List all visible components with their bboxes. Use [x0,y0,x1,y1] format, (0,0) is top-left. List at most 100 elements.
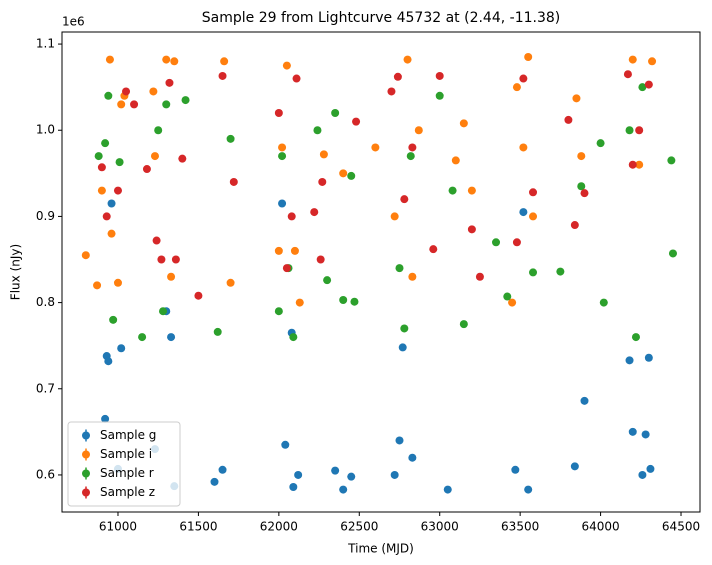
data-point [292,74,301,83]
data-point [316,255,325,264]
data-point [287,212,296,221]
data-point [641,430,650,439]
data-point [668,249,677,258]
data-point [274,307,283,316]
data-point [350,297,359,306]
data-point [352,117,361,126]
data-point [142,165,151,174]
data-point [400,324,409,333]
data-point [167,333,176,342]
data-point [596,139,605,148]
data-point [93,281,102,290]
data-point [159,307,168,316]
data-point [170,57,179,66]
data-point [408,143,417,152]
data-point [395,264,404,273]
data-point [318,177,327,186]
data-point [213,327,222,336]
data-point [171,255,180,264]
data-point [387,87,396,96]
data-point [625,126,634,135]
data-point [331,109,340,118]
data-point [644,80,653,89]
y-axis-label: Flux (nJy) [9,244,23,300]
data-point [181,96,190,105]
legend-marker [82,450,90,459]
data-point [210,477,219,486]
data-point [81,251,90,260]
legend-marker [82,431,90,440]
data-point [339,169,348,178]
data-point [194,291,203,300]
legend-label: Sample r [100,466,154,480]
data-point [646,464,655,473]
data-point [408,272,417,281]
x-tick-label: 62000 [260,520,298,534]
data-point [638,83,647,92]
data-point [282,61,291,70]
data-point [290,246,299,255]
data-point [178,154,187,163]
data-point [339,296,348,305]
data-point [113,278,122,287]
y-tick-label: 0.6 [36,467,55,481]
data-point [313,126,322,135]
data-point [289,333,298,342]
data-point [648,57,657,66]
data-point [218,465,227,474]
data-point [162,55,171,64]
data-point [519,143,528,152]
plot-frame [61,31,701,513]
data-point [371,143,380,152]
data-point [631,333,640,342]
data-point [117,100,126,109]
data-point [101,139,110,148]
data-point [157,255,166,264]
data-point [524,52,533,61]
data-point [122,87,131,96]
data-point [403,55,412,64]
data-point [512,238,521,247]
data-point [162,100,171,109]
data-point [105,55,114,64]
data-point [475,272,484,281]
x-tick-label: 64500 [662,520,700,534]
data-point [274,246,283,255]
y-tick-label: 0.7 [36,381,55,395]
data-point [644,353,653,362]
data-point [319,150,328,159]
chart-title: Sample 29 from Lightcurve 45732 at (2.44… [202,10,560,26]
data-point [107,199,116,208]
x-tick-label: 61500 [179,520,217,534]
data-point [393,72,402,81]
data-point [289,483,298,492]
legend: Sample g Sample i Sample r Sample z [67,421,181,507]
data-point [278,143,287,152]
data-point [429,245,438,254]
y-tick-label: 0.9 [36,209,55,223]
data-point [435,71,444,80]
data-point [519,208,528,217]
data-point [492,238,501,247]
data-point [508,298,517,307]
data-point [628,55,637,64]
y-tick-label: 0.8 [36,295,55,309]
data-point [331,466,340,475]
data-point [278,199,287,208]
data-point [398,343,407,352]
data-point [467,186,476,195]
data-point [519,74,528,83]
data-point [226,278,235,287]
data-point [580,396,589,405]
data-point [154,126,163,135]
data-point [229,177,238,186]
data-point [628,427,637,436]
data-point [102,212,111,221]
data-point [274,109,283,118]
legend-frame [67,421,181,507]
data-point [278,152,287,161]
legend-label: Sample g [100,428,156,442]
data-point [570,221,579,230]
